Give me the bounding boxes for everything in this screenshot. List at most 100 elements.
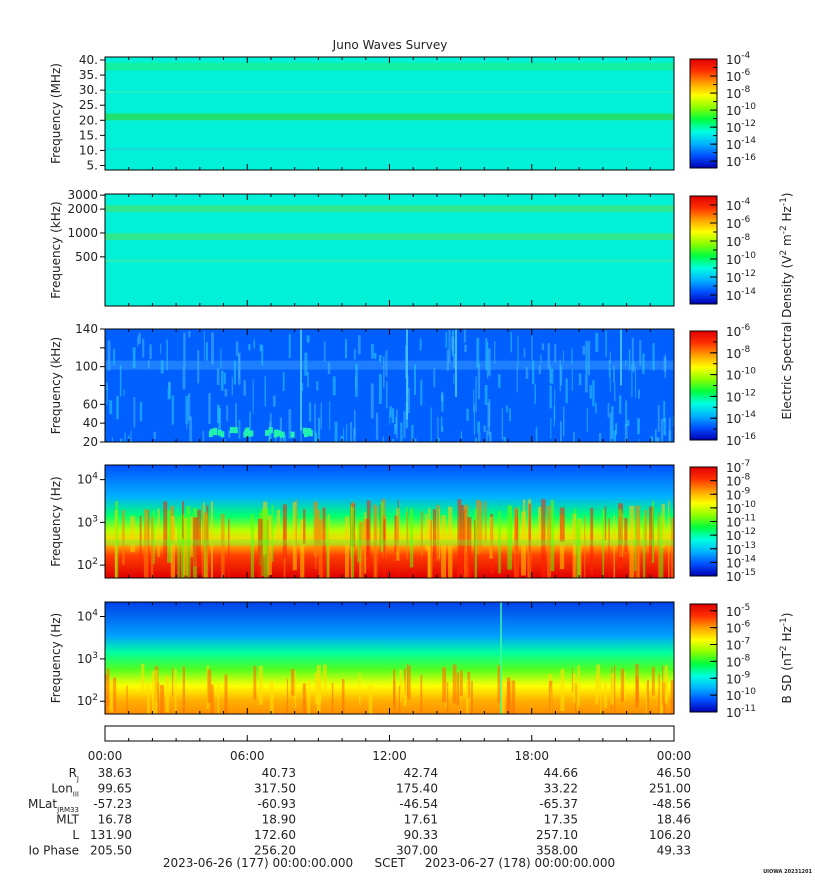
colorbar-tick-label: 10-15 bbox=[726, 568, 756, 584]
y-tick-label: 102 bbox=[77, 557, 98, 572]
ephemeris-value: -57.23 bbox=[93, 797, 132, 811]
ephemeris-value: -48.56 bbox=[652, 797, 691, 811]
chart-title: Juno Waves Survey bbox=[332, 38, 448, 52]
colorbar-tick-label: 10-6 bbox=[726, 620, 751, 636]
colorbar-tick-label: 10-4 bbox=[726, 51, 751, 67]
colorbar-tick-label: 10-12 bbox=[726, 269, 756, 285]
colorbar bbox=[689, 195, 718, 305]
colorbar-tick-label: 10-14 bbox=[726, 287, 756, 303]
time-axis: 00:00 06:00 12:00 18:00 00:00 bbox=[88, 725, 692, 763]
y-tick-label: 60 bbox=[83, 397, 98, 411]
colorbar-tick-label: 10-10 bbox=[726, 251, 756, 267]
colorbar bbox=[689, 58, 718, 169]
colorbar-title-magnetic: B SD (nT2 Hz-1) bbox=[779, 613, 794, 704]
y-tick-label: 1000 bbox=[67, 226, 98, 240]
panel-4: 102 103 104 Frequency (Hz) 10-710-810-910-10… bbox=[49, 459, 756, 584]
time-tick-label: 18:00 bbox=[514, 749, 549, 763]
y-axis-label: Frequency (kHz) bbox=[49, 337, 63, 434]
colorbar-tick-label: 10-8 bbox=[726, 653, 751, 669]
ephemeris-value: -46.54 bbox=[399, 797, 438, 811]
colorbar-tick-label: 10-8 bbox=[726, 85, 751, 101]
ephemeris-label: Io Phase bbox=[28, 844, 79, 858]
ephemeris-value: 175.40 bbox=[396, 782, 438, 796]
y-tick-label: 10. bbox=[79, 143, 98, 157]
panel-1: 5.10.15.20.25.30.35.40. Frequency (MHz) 10… bbox=[49, 51, 756, 172]
ephemeris-value: -60.93 bbox=[257, 797, 296, 811]
ephemeris-value: 33.22 bbox=[544, 782, 578, 796]
ephemeris-label: MLT bbox=[56, 813, 79, 827]
time-tick-label: 00:00 bbox=[88, 749, 123, 763]
y-tick-label: 15. bbox=[79, 128, 98, 142]
ephemeris-value: 257.10 bbox=[536, 828, 578, 842]
ephemeris-value: 256.20 bbox=[254, 844, 296, 858]
colorbar bbox=[689, 603, 718, 713]
ephemeris-value: 307.00 bbox=[396, 844, 438, 858]
colorbar-tick-label: 10-16 bbox=[726, 153, 756, 169]
time-tick-label: 06:00 bbox=[230, 749, 265, 763]
y-tick-label: 30. bbox=[79, 83, 98, 97]
colorbar-tick-label: 10-14 bbox=[726, 554, 756, 570]
colorbar-tick-label: 10-10 bbox=[726, 500, 756, 516]
colorbar-tick-label: 10-9 bbox=[726, 486, 751, 502]
colorbar-tick-label: 10-6 bbox=[726, 323, 751, 339]
colorbar-tick-label: 10-10 bbox=[726, 367, 756, 383]
ephemeris-label: LonIII bbox=[51, 782, 79, 799]
ephemeris-value: 40.73 bbox=[262, 766, 296, 780]
ephemeris-value: 205.50 bbox=[90, 844, 132, 858]
ephemeris-value: 46.50 bbox=[657, 766, 691, 780]
y-tick-label: 103 bbox=[77, 651, 98, 666]
colorbar-tick-label: 10-14 bbox=[726, 410, 756, 426]
colorbar-tick-label: 10-4 bbox=[726, 197, 751, 213]
footer-end: 2023-06-27 (178) 00:00:00.000 bbox=[425, 856, 615, 870]
ephemeris-value: 131.90 bbox=[90, 828, 132, 842]
colorbar-title-electric: Electric Spectral Density (V2 m-2 Hz-1) bbox=[779, 192, 794, 419]
y-tick-label: 500 bbox=[75, 250, 98, 264]
ephemeris-value: 90.33 bbox=[404, 828, 438, 842]
colorbar-tick-label: 10-7 bbox=[726, 637, 750, 653]
ephemeris-value: 18.90 bbox=[262, 813, 296, 827]
panels: 5.10.15.20.25.30.35.40. Frequency (MHz) 10… bbox=[49, 51, 794, 720]
colorbar-tick-label: 10-12 bbox=[726, 119, 756, 135]
y-axis-label: Frequency (MHz) bbox=[49, 63, 63, 164]
colorbar bbox=[689, 330, 718, 441]
ephemeris-label: RJ bbox=[69, 766, 79, 783]
y-tick-label: 20 bbox=[83, 435, 98, 449]
colorbar-tick-label: 10-12 bbox=[726, 388, 756, 404]
ephemeris-value: 172.60 bbox=[254, 828, 296, 842]
colorbar-tick-label: 10-8 bbox=[726, 233, 751, 249]
colorbar-tick-label: 10-11 bbox=[726, 704, 756, 720]
colorbar-tick-label: 10-16 bbox=[726, 432, 756, 448]
footer-center: SCET bbox=[375, 856, 407, 870]
colorbar-tick-label: 10-10 bbox=[726, 687, 756, 703]
ephemeris-value: 106.20 bbox=[649, 828, 691, 842]
colorbar-tick-label: 10-12 bbox=[726, 527, 756, 543]
footer-start: 2023-06-26 (177) 00:00:00.000 bbox=[163, 856, 353, 870]
colorbar-tick-label: 10-6 bbox=[726, 68, 751, 84]
y-tick-label: 100 bbox=[75, 360, 98, 374]
ephemeris-value: 317.50 bbox=[254, 782, 296, 796]
ephemeris-value: 17.35 bbox=[544, 813, 578, 827]
y-tick-label: 40. bbox=[79, 53, 98, 67]
y-tick-label: 35. bbox=[79, 68, 98, 82]
ephemeris-value: 49.33 bbox=[657, 844, 691, 858]
panel-3: 20 40 60 100 140 Frequency (kHz) 10-6 10-8 10-10… bbox=[49, 322, 756, 449]
y-axis-label: Frequency (Hz) bbox=[49, 613, 63, 704]
colorbar-tick-label: 10-8 bbox=[726, 473, 751, 489]
colorbar-tick-label: 10-14 bbox=[726, 136, 756, 152]
colorbar-tick-label: 10-6 bbox=[726, 215, 751, 231]
ephemeris-value: 17.61 bbox=[404, 813, 438, 827]
y-axis-label: Frequency (Hz) bbox=[49, 476, 63, 567]
time-tick-label: 00:00 bbox=[657, 749, 692, 763]
ephemeris-label: L bbox=[72, 828, 79, 842]
ephemeris-value: 44.66 bbox=[544, 766, 578, 780]
ephemeris-value: 42.74 bbox=[404, 766, 438, 780]
y-tick-label: 104 bbox=[77, 609, 98, 624]
ephemeris-label: MLatJRM33 bbox=[28, 797, 79, 814]
y-tick-label: 104 bbox=[77, 472, 98, 487]
time-tick-label: 12:00 bbox=[372, 749, 407, 763]
y-tick-label: 103 bbox=[77, 514, 98, 529]
colorbar-tick-label: 10-5 bbox=[726, 603, 750, 619]
colorbar-tick-label: 10-13 bbox=[726, 541, 756, 557]
